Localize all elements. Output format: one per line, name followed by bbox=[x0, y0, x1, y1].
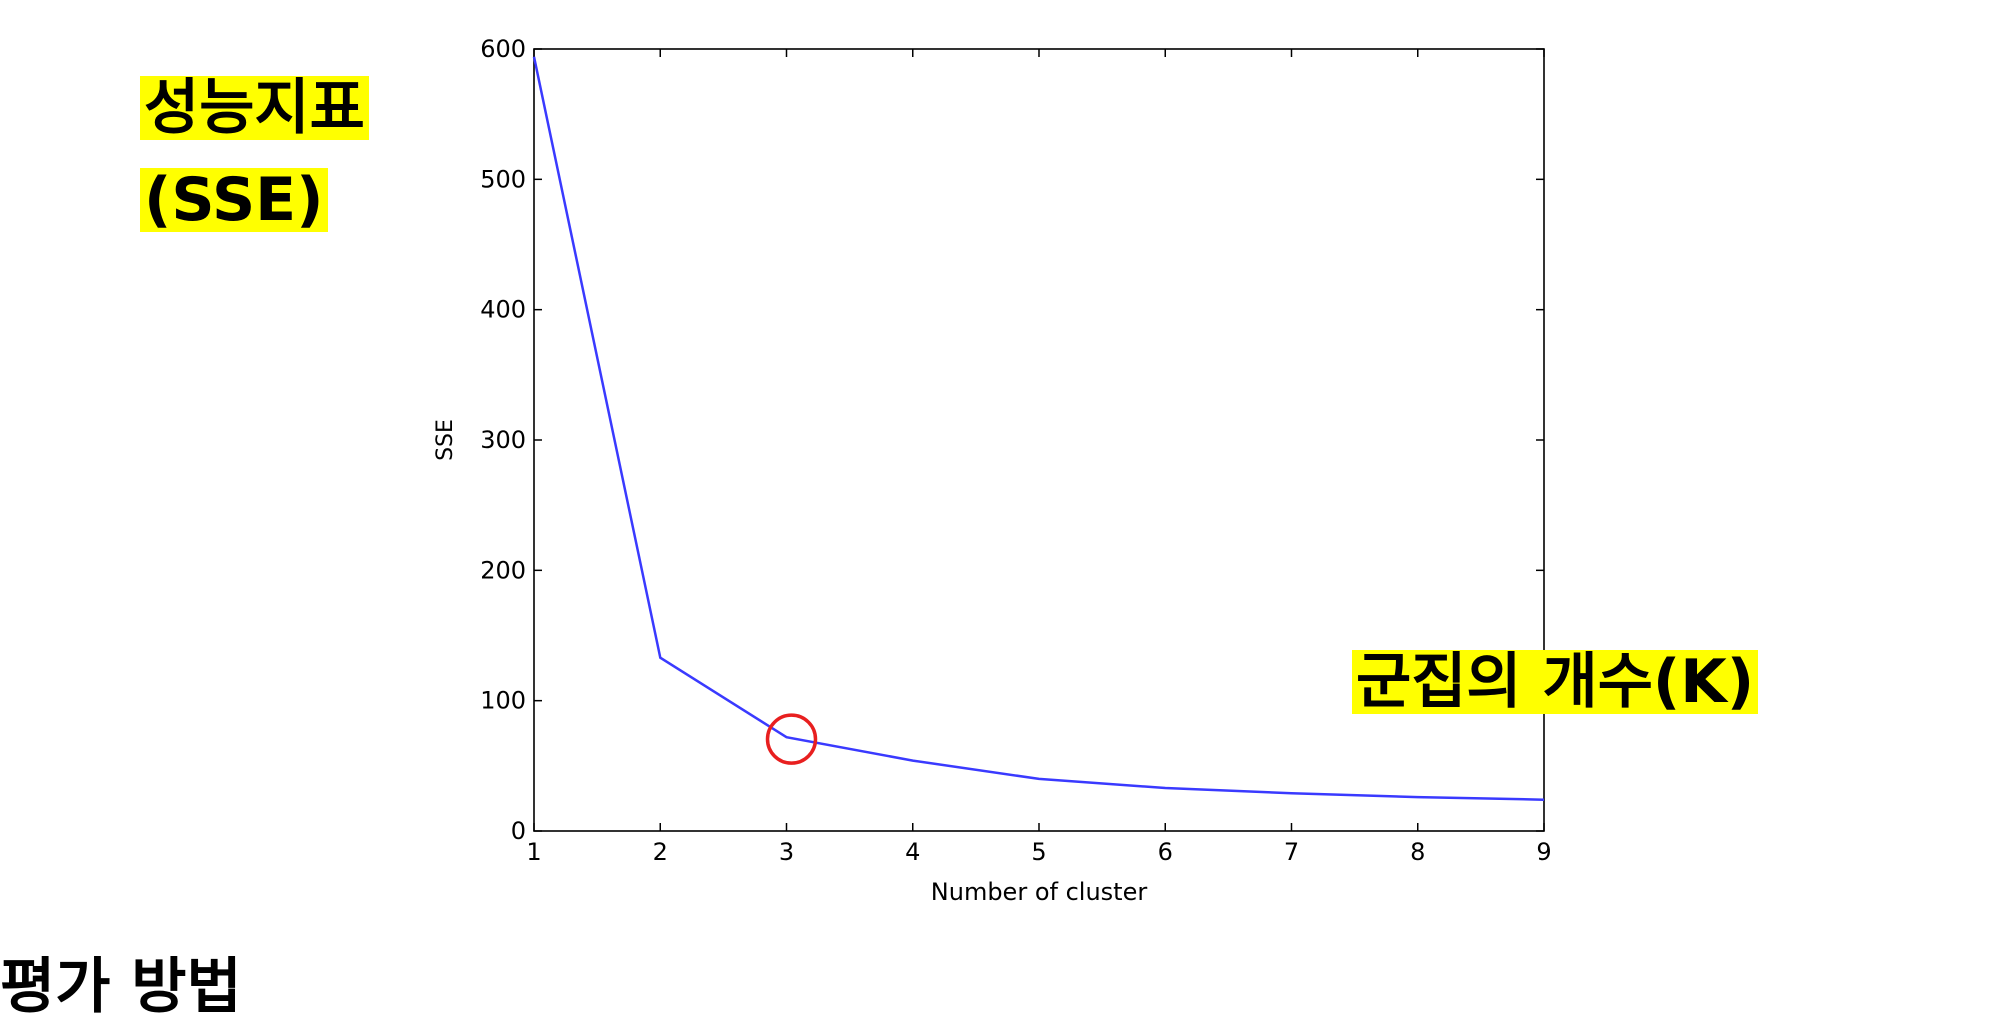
y-tick-label: 400 bbox=[480, 296, 526, 324]
section-heading: 평가 방법 bbox=[0, 952, 242, 1022]
y-tick-label: 500 bbox=[480, 165, 526, 193]
tick-labels: 1 2 3 4 5 6 7 8 9 0 100 200 300 400 500 600 bbox=[480, 35, 1551, 866]
x-tick-label: 8 bbox=[1410, 838, 1425, 866]
x-tick-label: 5 bbox=[1031, 838, 1046, 866]
x-tick-label: 2 bbox=[653, 838, 668, 866]
x-tick-label: 6 bbox=[1158, 838, 1173, 866]
x-tick-label: 4 bbox=[905, 838, 920, 866]
y-axis-label: SSE bbox=[433, 419, 458, 461]
x-tick-label: 1 bbox=[526, 838, 541, 866]
y-metric-annotation-line1: 성능지표 bbox=[140, 76, 369, 140]
x-tick-label: 3 bbox=[779, 838, 794, 866]
sse-series-line bbox=[532, 56, 1545, 801]
elbow-highlight-circle bbox=[765, 713, 818, 765]
y-tick-label: 200 bbox=[480, 556, 526, 584]
y-tick-label: 100 bbox=[480, 687, 526, 715]
x-metric-annotation: 군집의 개수(K) bbox=[1352, 650, 1759, 714]
y-tick-label: 600 bbox=[480, 35, 526, 63]
elbow-chart: 1 2 3 4 5 6 7 8 9 0 100 200 300 400 500 600 Number of c… bbox=[433, 35, 1552, 906]
y-tick-label: 0 bbox=[511, 817, 526, 845]
x-tick-label: 7 bbox=[1284, 838, 1299, 866]
y-metric-annotation-line2: (SSE) bbox=[140, 168, 328, 232]
x-axis-label: Number of cluster bbox=[931, 878, 1148, 906]
y-tick-label: 300 bbox=[480, 426, 526, 454]
x-tick-label: 9 bbox=[1536, 838, 1551, 866]
